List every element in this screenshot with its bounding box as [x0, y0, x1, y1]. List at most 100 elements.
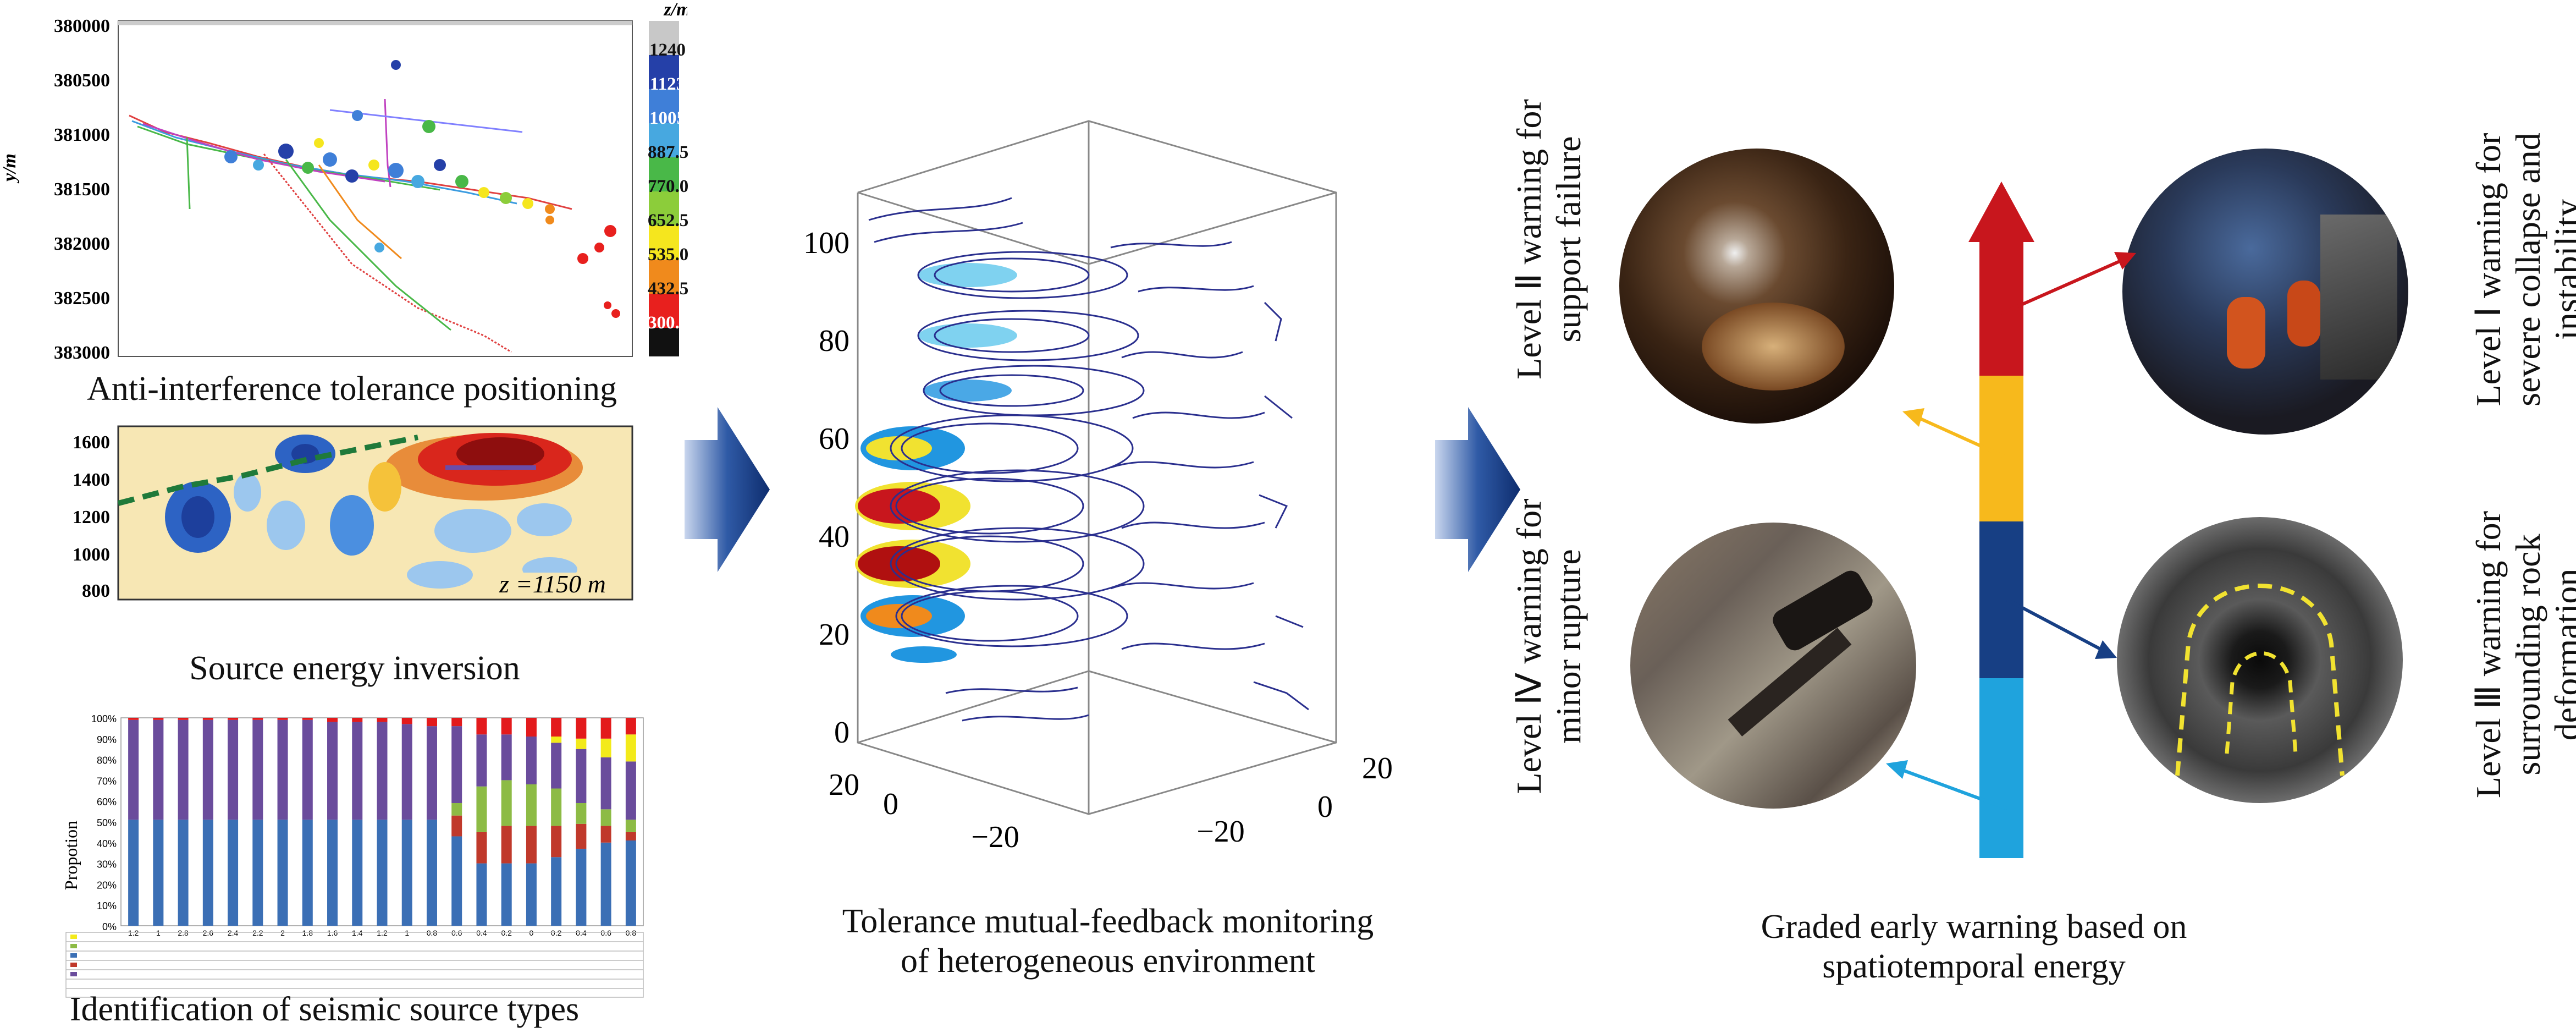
colorbar-labels: 1240 1123 1005 887.5 770.0 652.5 535.0 4… — [648, 33, 689, 340]
category-label: 0.4 — [476, 928, 487, 937]
contour-caption-line2: of heterogeneous environment — [900, 942, 1316, 980]
photo-support-failure — [1619, 149, 1894, 424]
bar-segment — [600, 842, 611, 926]
bar-segment — [302, 718, 313, 720]
ytick: −20 — [1196, 815, 1245, 849]
colorbar-label: 1240 — [649, 40, 686, 60]
bar-segment — [451, 815, 462, 837]
ytick: 40% — [97, 838, 117, 849]
category-label: 1.6 — [327, 928, 338, 937]
bar-segment — [252, 820, 263, 926]
bar-segment — [501, 734, 512, 781]
bar-segment — [600, 757, 611, 810]
source-type-chart: Propotion 100%90%80%70%60%50%40%30%20%10… — [61, 713, 644, 998]
bar-level3 — [1979, 521, 2023, 678]
colorbar-label: 300.0 — [648, 313, 689, 333]
level3-line3: deformation — [2547, 568, 2576, 741]
positioning-map: y/m 380000 380500 381000 381500 382000 3… — [0, 0, 687, 363]
bar-segment — [600, 809, 611, 826]
inversion-z-label: z =1150 m — [499, 570, 606, 598]
inversion-yticks: 1600 1400 1200 1000 800 — [73, 432, 110, 601]
bar-segment — [153, 718, 164, 720]
ztick: 80 — [819, 324, 850, 358]
ytick: 90% — [97, 734, 117, 745]
warning-scale — [1886, 182, 2136, 858]
level3-line1: Level Ⅲ warning for — [2469, 510, 2508, 799]
bar-segment — [526, 718, 537, 737]
category-label: 0.6 — [600, 928, 611, 937]
level1-label: Level Ⅰ warning for severe collapse and … — [2469, 88, 2576, 451]
ytick: 50% — [97, 817, 117, 828]
bar-segment — [426, 726, 437, 820]
ytick: 382000 — [54, 234, 110, 254]
ytick: 381000 — [54, 125, 110, 145]
category-label: 2 — [280, 928, 285, 937]
bar-segment — [625, 718, 636, 735]
level2-line2: support failure — [1548, 136, 1588, 343]
inversion-caption: Source energy inversion — [189, 650, 520, 687]
category-label: 0.8 — [427, 928, 438, 937]
bar-segment — [426, 718, 437, 727]
level3-label: Level Ⅲ warning for surrounding rock def… — [2469, 473, 2576, 836]
ztick: 0 — [834, 716, 850, 750]
bar-segment — [277, 820, 288, 926]
bar-segment — [352, 718, 363, 722]
bar-segment — [600, 738, 611, 757]
bar-segment — [252, 719, 263, 820]
bar-segment — [625, 840, 636, 926]
category-label: 1 — [156, 928, 161, 937]
bar-segment — [451, 718, 462, 727]
category-label: 1.2 — [377, 928, 388, 937]
bar-segment — [576, 823, 587, 849]
ytick: 80% — [97, 755, 117, 766]
bar-segment — [401, 718, 412, 724]
source-type-categories: 1.2 1 2.8 2.6 2.4 2.2 2 1.8 1.6 1.4 1.2 1 0.8 0.6 0.4 0… — [128, 928, 636, 937]
positioning-yticks: 380000 380500 381000 381500 382000 38250… — [54, 16, 110, 363]
ytick: 800 — [82, 581, 110, 601]
ytick: 1200 — [73, 507, 110, 528]
bar-segment — [202, 719, 213, 820]
bar-segment — [377, 722, 388, 820]
ytick: 1000 — [73, 545, 110, 565]
bar-segment — [551, 743, 562, 789]
source-type-legend-table — [65, 932, 644, 998]
bar-segment — [178, 820, 189, 926]
hot-lobes — [855, 263, 1017, 663]
ytick: 20% — [97, 880, 117, 891]
category-label: 0.8 — [626, 928, 637, 937]
bar-segment — [426, 820, 437, 926]
colorbar-title: z/m — [663, 0, 687, 20]
bar-segment — [202, 820, 213, 926]
level1-line3: instability — [2547, 199, 2576, 340]
energy-blobs — [165, 433, 583, 589]
ytick: 380000 — [54, 16, 110, 36]
photo-severe-collapse — [2122, 149, 2408, 435]
xtick: −20 — [971, 820, 1019, 854]
inversion-map: 1600 1400 1200 1000 800 z =1150 m — [73, 425, 633, 601]
bar-segment — [526, 784, 537, 826]
bar-segment — [451, 726, 462, 803]
ytick: 70% — [97, 776, 117, 787]
source-type-ylabel: Propotion — [61, 821, 81, 890]
colorbar-label: 770.0 — [648, 177, 689, 196]
bar-segment — [551, 788, 562, 826]
bar-segment — [178, 718, 189, 720]
bar-segment — [501, 780, 512, 826]
flow-arrow-2 — [1435, 407, 1520, 572]
bar-segment — [476, 832, 487, 864]
contour-lines — [868, 197, 1309, 722]
bar-segment — [401, 820, 412, 926]
positioning-panel: y/m 380000 380500 381000 381500 382000 3… — [0, 0, 689, 374]
positioning-plot-frame — [118, 20, 633, 357]
xtick: 20 — [829, 768, 859, 802]
level3-line2: surrounding rock — [2508, 534, 2547, 776]
bar-segment — [600, 826, 611, 843]
category-label: 1.4 — [352, 928, 363, 937]
bar-segment — [476, 786, 487, 832]
level1-line1: Level Ⅰ warning for — [2469, 133, 2508, 406]
bar-segment — [352, 820, 363, 926]
bar-segment — [551, 737, 562, 743]
colorbar — [649, 21, 679, 356]
source-type-caption: Identification of seismic source types — [69, 991, 580, 1028]
colorbar-label: 1123 — [649, 74, 686, 94]
